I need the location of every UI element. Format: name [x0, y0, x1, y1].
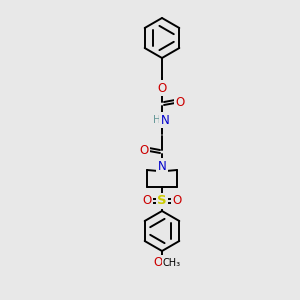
- Text: H: H: [153, 115, 161, 125]
- Text: O: O: [140, 143, 148, 157]
- Text: O: O: [176, 95, 184, 109]
- Text: S: S: [157, 194, 167, 208]
- Text: CH₃: CH₃: [163, 258, 181, 268]
- Text: O: O: [172, 194, 182, 208]
- Text: N: N: [158, 160, 166, 172]
- Text: N: N: [160, 113, 169, 127]
- Text: O: O: [153, 256, 163, 269]
- Text: O: O: [158, 82, 166, 94]
- Text: O: O: [142, 194, 152, 208]
